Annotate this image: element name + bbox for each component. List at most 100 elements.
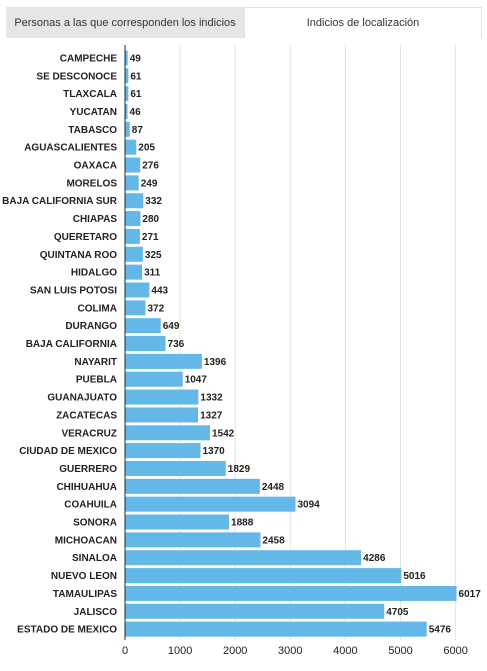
category-label: ESTADO DE MEXICO <box>17 625 117 636</box>
value-label: 1396 <box>204 357 227 368</box>
category-label: AGUASCALIENTES <box>24 143 117 154</box>
value-label: 1047 <box>185 375 208 386</box>
bar-chart: 0 1000 2000 3000 4000 5000 6000 CAMPECHE 49 SE DE… <box>0 44 487 666</box>
value-label: 736 <box>168 339 185 350</box>
bar[interactable] <box>125 443 201 459</box>
bar[interactable] <box>125 50 128 66</box>
x-tick-label: 0 <box>122 645 128 657</box>
value-label: 6017 <box>459 589 482 600</box>
bar[interactable] <box>125 264 143 280</box>
category-label: SONORA <box>73 518 117 529</box>
x-tick-label: 5000 <box>388 645 412 657</box>
bar[interactable] <box>125 389 199 405</box>
category-label: ZACATECAS <box>56 410 117 421</box>
value-label: 1829 <box>228 464 251 475</box>
value-label: 49 <box>130 53 142 64</box>
value-label: 649 <box>163 321 180 332</box>
tab-personas[interactable]: Personas a las que corresponden los indi… <box>6 7 244 38</box>
bar[interactable] <box>125 568 402 584</box>
value-label: 5476 <box>429 625 452 636</box>
value-label: 3094 <box>297 500 320 511</box>
value-label: 276 <box>142 161 159 172</box>
value-label: 87 <box>132 125 144 136</box>
value-label: 311 <box>144 268 161 279</box>
bar[interactable] <box>125 621 427 637</box>
x-tick-label: 6000 <box>443 645 467 657</box>
bar[interactable] <box>125 175 139 191</box>
bar[interactable] <box>125 68 129 84</box>
bar[interactable] <box>125 478 260 494</box>
category-label: COAHUILA <box>64 500 117 511</box>
x-tick-label: 2000 <box>223 645 247 657</box>
bar[interactable] <box>125 228 140 244</box>
tab-indicios-localizacion[interactable]: Indicios de localización <box>244 7 482 38</box>
value-label: 4286 <box>363 553 386 564</box>
category-label: SAN LUIS POTOSI <box>30 285 117 296</box>
bar-chart-svg: 0 1000 2000 3000 4000 5000 6000 CAMPECHE 49 SE DE… <box>2 45 482 657</box>
category-label: BAJA CALIFORNIA SUR <box>2 196 118 207</box>
category-label: CIUDAD DE MEXICO <box>19 446 117 457</box>
bar[interactable] <box>125 353 202 369</box>
bar[interactable] <box>125 585 457 601</box>
bar[interactable] <box>125 300 146 316</box>
category-label: QUINTANA ROO <box>40 250 117 261</box>
value-label: 46 <box>130 107 142 118</box>
bar[interactable] <box>125 371 183 387</box>
bar[interactable] <box>125 425 210 441</box>
bar[interactable] <box>125 103 128 119</box>
value-label: 4705 <box>386 607 409 618</box>
category-label: YUCATAN <box>70 107 117 118</box>
category-label: NUEVO LEON <box>51 571 117 582</box>
bar[interactable] <box>125 514 230 530</box>
value-label: 1888 <box>231 518 254 529</box>
category-label: SINALOA <box>72 553 117 564</box>
category-label: BAJA CALIFORNIA <box>26 339 117 350</box>
value-label: 2448 <box>262 482 285 493</box>
category-label: JALISCO <box>74 607 118 618</box>
bar[interactable] <box>125 86 129 102</box>
bar[interactable] <box>125 139 137 155</box>
category-label: TAMAULIPAS <box>53 589 117 600</box>
bar[interactable] <box>125 550 362 566</box>
bar[interactable] <box>125 246 143 262</box>
bar[interactable] <box>125 193 144 209</box>
value-label: 280 <box>142 214 159 225</box>
value-label: 2458 <box>262 535 285 546</box>
category-label: GUERRERO <box>59 464 117 475</box>
value-label: 249 <box>141 178 158 189</box>
category-label: TABASCO <box>68 125 117 136</box>
value-label: 1370 <box>202 446 225 457</box>
value-label: 61 <box>130 89 142 100</box>
value-label: 205 <box>138 143 155 154</box>
category-label: CHIAPAS <box>73 214 118 225</box>
category-label: PUEBLA <box>76 375 117 386</box>
category-label: DURANGO <box>65 321 117 332</box>
value-label: 5016 <box>403 571 426 582</box>
category-label: MICHOACAN <box>55 535 117 546</box>
category-label: CHIHUAHUA <box>56 482 117 493</box>
bar[interactable] <box>125 318 161 334</box>
bar[interactable] <box>125 407 199 423</box>
x-tick-label: 3000 <box>278 645 302 657</box>
category-label: TLAXCALA <box>63 89 117 100</box>
category-label: HIDALGO <box>71 268 117 279</box>
bar[interactable] <box>125 496 296 512</box>
bar[interactable] <box>125 460 226 476</box>
category-label: MORELOS <box>66 178 117 189</box>
category-label: CAMPECHE <box>60 53 118 64</box>
bar[interactable] <box>125 336 166 352</box>
category-label: SE DESCONOCE <box>36 71 117 82</box>
x-tick-label: 1000 <box>168 645 192 657</box>
bar[interactable] <box>125 532 261 548</box>
value-label: 61 <box>130 71 142 82</box>
bar[interactable] <box>125 157 141 173</box>
bar[interactable] <box>125 211 141 227</box>
value-label: 271 <box>142 232 159 243</box>
category-label: COLIMA <box>78 303 117 314</box>
bar[interactable] <box>125 282 150 298</box>
bar[interactable] <box>125 121 130 137</box>
x-tick-label: 4000 <box>333 645 357 657</box>
bar[interactable] <box>125 603 385 619</box>
category-label: VERACRUZ <box>61 428 117 439</box>
value-label: 1332 <box>200 393 223 404</box>
